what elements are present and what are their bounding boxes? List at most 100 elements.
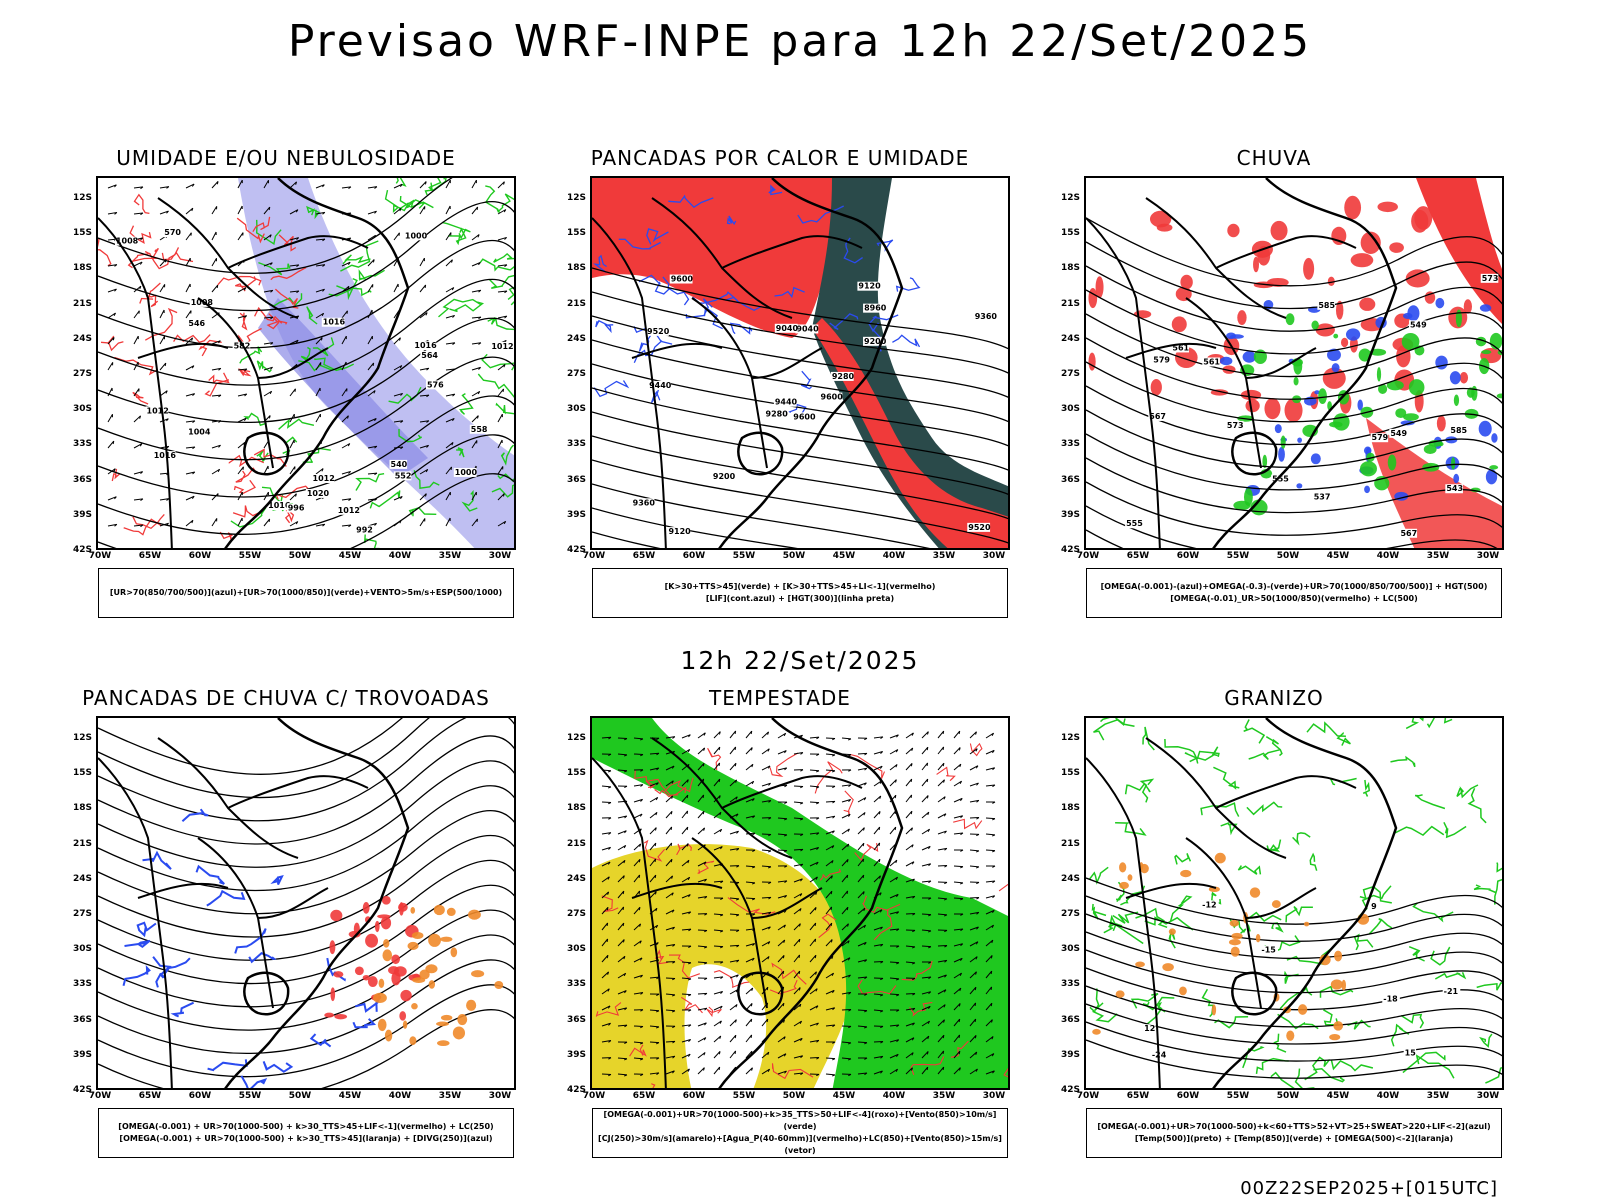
wind-vector [959, 882, 964, 885]
wind-vector [289, 493, 297, 501]
footer-timestamp: 00Z22SEP2025+[015UTC] [1240, 1178, 1498, 1199]
wind-vector [656, 767, 660, 771]
wind-vector [107, 440, 115, 449]
wind-vector [289, 209, 299, 215]
omega-orange-patch [1127, 874, 1133, 881]
wind-vector [191, 337, 194, 341]
wind-vector [751, 1067, 753, 1071]
wind-vector [720, 976, 724, 979]
svg-text:1008: 1008 [191, 298, 214, 307]
wind-vector [347, 443, 351, 447]
wind-vector [671, 780, 674, 784]
wind-vector [270, 342, 274, 345]
wind-vector [665, 1055, 675, 1059]
wind-vector [633, 813, 643, 819]
wind-vector [942, 1050, 945, 1055]
wind-vector [992, 850, 996, 853]
latitude-axis: 12S 15S 18S 21S 24S 27S 30S 33S 36S 39S 42S [560, 716, 590, 1095]
wind-vector [793, 987, 801, 995]
legend-line: [UR>70(850/700/500)](azul)+[UR>70(1000/8… [109, 588, 503, 597]
omega-orange-patch [1334, 950, 1343, 962]
contour-line [1086, 1021, 1502, 1062]
wind-vector [665, 842, 673, 851]
thunder-orange-patch [433, 904, 445, 916]
wind-vector [864, 767, 868, 771]
temp850-green-contour [1242, 1045, 1265, 1069]
wind-vector [107, 387, 113, 397]
wind-vector [857, 1009, 868, 1012]
main-title: Previsao WRF-INPE para 12h 22/Set/2025 [287, 16, 1313, 67]
temp850-green-contour [1091, 903, 1107, 920]
water-red-contour [663, 777, 694, 793]
wind-vector [944, 881, 948, 885]
wind-vector [831, 972, 835, 977]
wind-vector [633, 1041, 644, 1044]
wind-vector [367, 390, 376, 397]
wind-vector [478, 367, 481, 370]
wind-vector [656, 752, 660, 756]
wind-vector [761, 800, 771, 803]
wind-vector [814, 922, 817, 927]
wind-vector [649, 942, 659, 947]
wind-vector [735, 1019, 737, 1023]
wind-vector [729, 1019, 737, 1027]
thunder-orange-patch [410, 906, 416, 914]
contour-label: 1020 [305, 488, 330, 498]
wind-vector [969, 748, 978, 755]
wind-vector [166, 418, 169, 422]
contour-line [98, 278, 514, 386]
wind-vector [761, 1018, 769, 1027]
contour-label: 1016 [267, 501, 291, 511]
wind-vector [928, 961, 932, 964]
wind-vector [624, 830, 627, 834]
svg-text:9600: 9600 [671, 275, 694, 284]
wind-vector [793, 848, 804, 851]
wind-vector [847, 940, 850, 944]
wind-vector [991, 732, 995, 737]
contour-line [1086, 931, 1502, 977]
temp850-green-contour [1294, 1068, 1316, 1088]
thunder-orange-patch [382, 949, 393, 962]
wind-vector [133, 186, 143, 189]
wind-vector [857, 1025, 868, 1028]
wind-vector [729, 1050, 736, 1059]
rain-red-patch [1149, 210, 1172, 228]
wind-vector [649, 891, 657, 899]
wind-vector [322, 264, 326, 267]
wind-vector [263, 390, 272, 397]
wind-vector [263, 491, 269, 501]
wind-vector [191, 207, 194, 212]
contour-label: 1004 [187, 428, 211, 437]
rain-green-patch [1453, 394, 1460, 407]
wind-vector [976, 866, 980, 869]
wind-vector [857, 959, 867, 963]
rain-blue-patch [1242, 351, 1257, 363]
wind-vector [649, 976, 660, 979]
wind-vector [857, 782, 867, 787]
wind-vector [633, 992, 643, 995]
wind-vector [784, 818, 788, 821]
wind-vector [633, 798, 643, 803]
wind-vector [185, 337, 193, 345]
wind-vector [671, 892, 674, 896]
wind-vector [633, 1057, 644, 1060]
legend-line: [OMEGA(-0.001)-(azul)+OMEGA(-0.3)-(verde… [1100, 582, 1488, 591]
wind-vector [393, 232, 400, 241]
wind-vector [133, 212, 143, 215]
wind-vector [289, 521, 299, 527]
latitude-label: 15S [72, 768, 92, 779]
humidity-green-contour [256, 360, 272, 373]
wind-vector [800, 818, 804, 821]
contour-line [592, 267, 1008, 350]
wind-vector [681, 1039, 691, 1043]
wind-vector [969, 1018, 977, 1027]
wind-vector [905, 961, 916, 964]
longitude-label: 35W [438, 551, 462, 561]
wind-vector [640, 1026, 644, 1029]
wind-vector [960, 849, 964, 852]
wind-vector [713, 913, 724, 916]
water-red-contour [854, 843, 879, 861]
wind-vector [953, 730, 961, 739]
wind-vector [393, 392, 403, 397]
wind-vector [832, 1007, 836, 1011]
